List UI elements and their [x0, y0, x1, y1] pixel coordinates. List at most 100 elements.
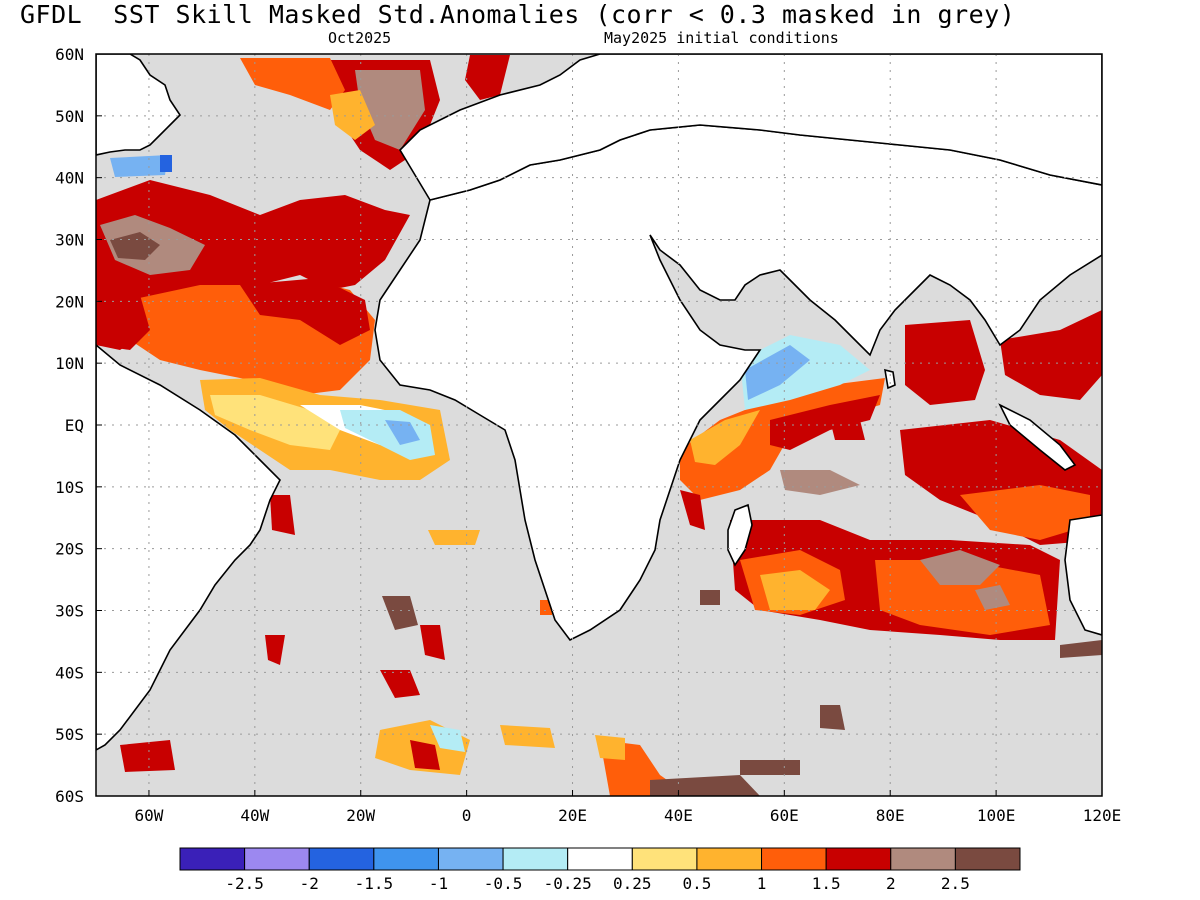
- anomaly-so-patch-4: [500, 725, 555, 748]
- y-tick-label: 30N: [55, 231, 84, 250]
- colorbar-label: 1.5: [812, 874, 841, 893]
- landmass-europe-north: [398, 54, 1102, 201]
- anomaly-eq-atl-cool: [340, 410, 435, 460]
- colorbar-swatch: [631, 847, 698, 871]
- anomaly-na-dark-core: [110, 232, 160, 260]
- colorbar-label: -1.5: [355, 874, 394, 893]
- anomaly-sa-patch-4: [420, 625, 445, 660]
- anomaly-north-atlantic-subtropics: [96, 180, 410, 350]
- anomaly-sio-brown: [920, 550, 1000, 585]
- anomaly-sa-patch-6: [380, 670, 420, 698]
- colorbar-swatch: [179, 847, 246, 871]
- anomaly-sa-patch-8: [700, 590, 720, 605]
- x-tick-label: 120E: [1083, 806, 1122, 825]
- y-tick-label: 40N: [55, 169, 84, 188]
- colorbar-swatch: [373, 847, 439, 871]
- y-tick-label: 20S: [55, 540, 84, 559]
- anomaly-tna-red-west: [96, 295, 150, 350]
- landmass-australia: [1064, 514, 1102, 636]
- y-tick-label: 60S: [55, 787, 84, 806]
- anomaly-arabian-sea-south: [780, 470, 860, 495]
- y-tick-label: 50S: [55, 725, 84, 744]
- y-tick-label: 10S: [55, 478, 84, 497]
- chart-title: GFDL SST Skill Masked Std.Anomalies (cor…: [20, 0, 1016, 29]
- colorbar-swatch: [244, 847, 310, 871]
- landmass-south-america: [96, 343, 281, 751]
- anomaly-so-patch-10: [1060, 640, 1102, 658]
- colorbar-swatch: [437, 847, 504, 871]
- anomaly-eio-orange: [960, 485, 1090, 540]
- x-axis: 60W 40W 20W 0 20E 40E 60E 80E 100E 120E: [134, 790, 1121, 825]
- anomaly-wio-yellow: [690, 410, 760, 465]
- colorbar-label: -1: [429, 874, 448, 893]
- y-tick-label: 40S: [55, 663, 84, 682]
- anomaly-na-top-right: [465, 55, 510, 100]
- landmass-americas: [96, 54, 182, 156]
- anomaly-eq-atl-light: [210, 395, 340, 450]
- anomaly-na-north-yellow: [330, 90, 375, 140]
- y-tick-label: 10N: [55, 354, 84, 373]
- x-tick-label: 20E: [558, 806, 587, 825]
- anomaly-arabian-sea-cool: [740, 335, 870, 410]
- y-tick-label: 50N: [55, 107, 84, 126]
- y-tick-label: 20N: [55, 292, 84, 311]
- anomaly-sio-brown-2: [975, 585, 1010, 610]
- colorbar-label: 0.5: [682, 874, 711, 893]
- anomaly-madagascar-coast: [680, 490, 705, 530]
- colorbar-label: -0.5: [484, 874, 523, 893]
- anomaly-so-patch-1-red: [410, 740, 440, 770]
- x-tick-label: 80E: [876, 806, 905, 825]
- x-tick-label: 40E: [664, 806, 693, 825]
- x-tick-label: 100E: [977, 806, 1016, 825]
- anomaly-so-patch-6: [595, 735, 625, 760]
- initial-conditions-label: May2025 initial conditions: [604, 29, 839, 47]
- colorbar-swatch: [696, 847, 763, 871]
- colorbar-label: -2: [300, 874, 319, 893]
- colorbar-label: 1: [757, 874, 767, 893]
- anomaly-eq-atl-cool-core: [385, 420, 420, 445]
- anomaly-wio-red: [770, 395, 880, 450]
- colorbar: -2.5 -2 -1.5 -1 -0.5 -0.25 0.25 0.5 1 1.5 2 2.5: [179, 847, 1021, 893]
- landmass-madagascar: [727, 503, 753, 567]
- anomaly-arabian-sea-core: [745, 345, 810, 400]
- colorbar-swatch: [890, 847, 956, 871]
- land: [96, 54, 1102, 751]
- anomaly-so-patch-3: [120, 740, 175, 772]
- colorbar-swatch: [825, 847, 892, 871]
- colorbar-swatch: [761, 847, 827, 871]
- anomaly-so-patch-8: [740, 760, 800, 775]
- anomaly-sa-patch-5: [265, 635, 285, 665]
- x-tick-label: 40W: [240, 806, 269, 825]
- anomaly-south-china-sea: [1000, 310, 1102, 400]
- colorbar-label: 0.25: [613, 874, 652, 893]
- colorbar-label: -2.5: [225, 874, 264, 893]
- x-tick-label: 20W: [346, 806, 375, 825]
- x-tick-label: 60W: [134, 806, 163, 825]
- y-tick-label: EQ: [65, 416, 84, 435]
- landmass-sri-lanka: [884, 368, 896, 390]
- anomaly-so-patch-2: [430, 725, 465, 752]
- colorbar-swatch: [567, 847, 633, 871]
- anomaly-indian-ocean-north: [830, 420, 865, 440]
- anomaly-sio-yellow: [760, 570, 830, 610]
- anomaly-tna-red: [240, 278, 370, 345]
- colorbar-label: 2: [886, 874, 896, 893]
- anomaly-so-patch-7: [650, 775, 760, 796]
- y-tick-label: 60N: [55, 45, 84, 64]
- colorbar-label: 2.5: [941, 874, 970, 893]
- x-tick-label: 60E: [770, 806, 799, 825]
- anomaly-na-north-orange: [240, 58, 345, 110]
- anomaly-sa-patch-3: [382, 596, 418, 630]
- y-tick-label: 30S: [55, 602, 84, 621]
- anomaly-west-atl-cool: [110, 155, 168, 177]
- x-tick-label: 0: [462, 806, 472, 825]
- colorbar-swatch: [502, 847, 569, 871]
- anomaly-na-north-brown: [355, 70, 425, 150]
- landmass-sumatra: [998, 403, 1077, 471]
- anomaly-sa-patch-1: [270, 495, 295, 535]
- y-axis: 60N 50N 40N 30N 20N 10N EQ 10S 20S 30S 40S 50S 60S: [55, 45, 102, 806]
- anomaly-bay-of-bengal: [905, 320, 985, 405]
- anomaly-sio-orange-east: [875, 560, 1050, 635]
- anomaly-so-patch-9: [820, 705, 845, 730]
